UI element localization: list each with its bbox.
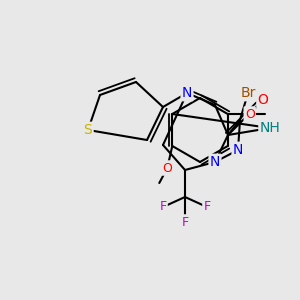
- Text: N: N: [210, 155, 220, 169]
- Text: Br: Br: [240, 86, 256, 100]
- Text: F: F: [159, 200, 167, 214]
- Text: NH: NH: [260, 121, 280, 135]
- Text: O: O: [258, 93, 268, 107]
- Text: O: O: [245, 107, 255, 121]
- Text: N: N: [182, 86, 192, 100]
- Text: F: F: [182, 215, 189, 229]
- Text: O: O: [162, 161, 172, 175]
- Text: S: S: [84, 123, 92, 137]
- Text: N: N: [233, 143, 243, 157]
- Text: F: F: [203, 200, 211, 214]
